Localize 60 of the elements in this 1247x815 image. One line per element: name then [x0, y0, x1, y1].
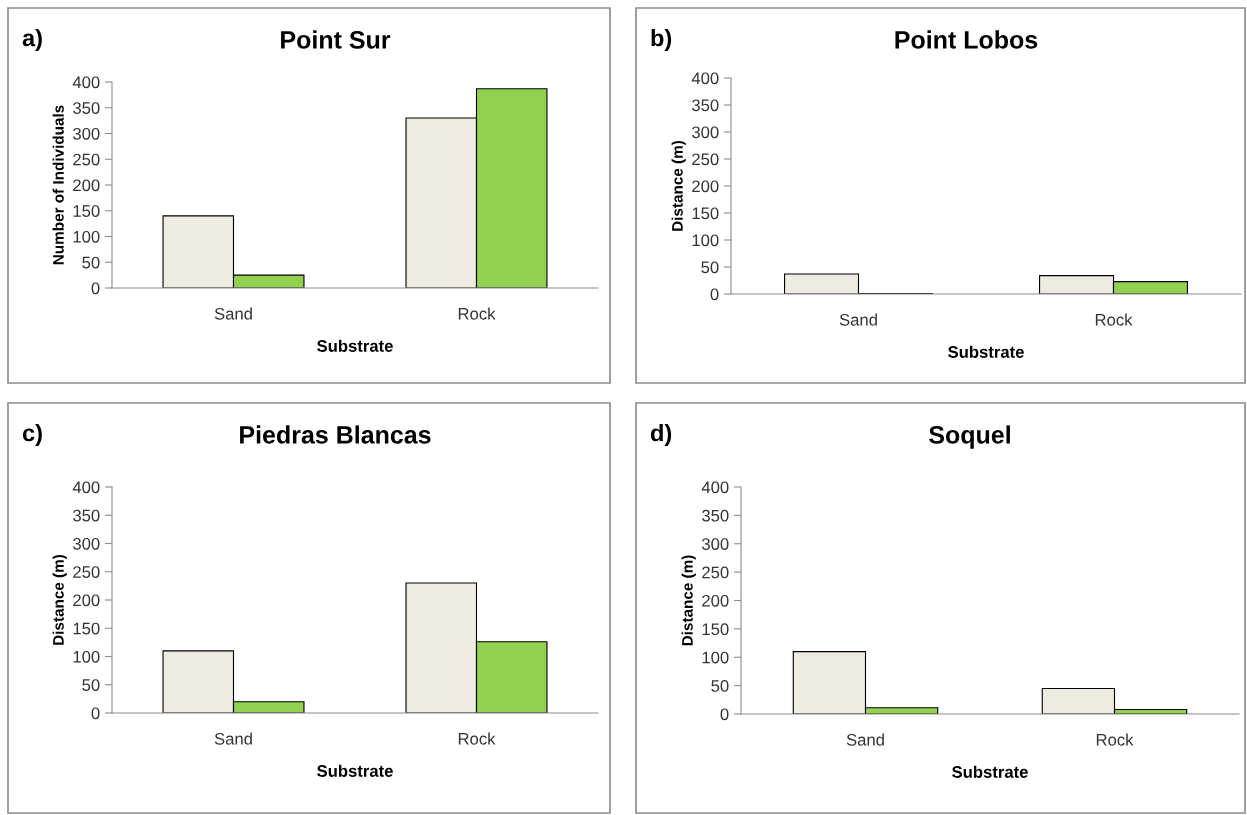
chart-title: Piedras Blancas [240, 425, 431, 444]
y-tick-label: 100 [73, 230, 100, 243]
x-axis-title: Substrate [317, 339, 393, 352]
y-tick-label: 350 [702, 509, 729, 522]
y-tick-label: 0 [91, 707, 100, 720]
y-tick-label: 400 [691, 72, 719, 85]
y-tick-label: 50 [701, 261, 719, 274]
y-tick-label: 300 [702, 538, 729, 550]
y-tick-label: 250 [692, 153, 719, 166]
y-tick-label: 200 [692, 180, 719, 193]
y-axis-title: Distance (m) [681, 555, 696, 646]
y-tick-label: 350 [73, 509, 100, 522]
text: b) [651, 29, 672, 52]
y-tick-label: 50 [82, 679, 100, 691]
y-tick-label: 350 [73, 102, 100, 114]
x-tick-label: Sand [839, 313, 877, 326]
y-tick-label: 400 [72, 481, 100, 494]
y-tick-label: 300 [73, 537, 100, 550]
x-tick-label: Rock [1096, 733, 1134, 746]
y-axis-title: Number of Individuals [52, 105, 64, 265]
y-tick-label: 300 [73, 127, 100, 140]
x-tick-label: Sand [214, 732, 252, 745]
x-tick-label: Sand [846, 733, 884, 746]
x-axis-title: Substrate [948, 345, 1024, 358]
y-tick-label: 50 [711, 680, 729, 692]
y-tick-label: 100 [702, 651, 729, 664]
x-tick-label: Sand [214, 307, 252, 320]
text: c) [22, 423, 42, 447]
text: d) [650, 423, 672, 447]
x-axis-title: Substrate [317, 764, 393, 777]
y-tick-label: 350 [692, 99, 719, 112]
y-tick-label: 200 [73, 179, 100, 192]
y-tick-label: 250 [73, 153, 100, 166]
y-tick-label: 100 [73, 650, 100, 663]
y-tick-label: 300 [692, 126, 719, 139]
y-tick-label: 150 [692, 207, 719, 220]
y-tick-label: 150 [702, 623, 729, 636]
y-tick-label: 0 [710, 288, 719, 301]
x-tick-label: Rock [458, 307, 496, 320]
y-tick-label: 0 [91, 282, 100, 295]
chart-title: Point Lobos [895, 30, 1038, 49]
y-tick-label: 200 [702, 594, 729, 607]
chart-title: Point Sur [281, 30, 391, 49]
y-tick-label: 250 [702, 566, 729, 579]
y-tick-label: 150 [73, 622, 100, 635]
x-axis-title: Substrate [952, 765, 1028, 778]
y-tick-label: 50 [82, 256, 100, 269]
y-tick-label: 150 [73, 205, 100, 217]
x-tick-label: Rock [1095, 313, 1133, 326]
y-tick-label: 0 [720, 708, 729, 721]
y-tick-label: 400 [701, 481, 729, 494]
chart-title: Soquel [929, 425, 1010, 449]
y-axis-title: Distance (m) [52, 554, 67, 645]
y-tick-label: 100 [692, 234, 719, 247]
x-tick-label: Rock [458, 732, 496, 745]
y-axis-title: Distance (m) [671, 140, 686, 231]
y-tick-label: 250 [73, 566, 100, 578]
y-tick-label: 400 [72, 76, 100, 89]
y-tick-label: 200 [73, 594, 100, 607]
text: a) [22, 29, 42, 52]
